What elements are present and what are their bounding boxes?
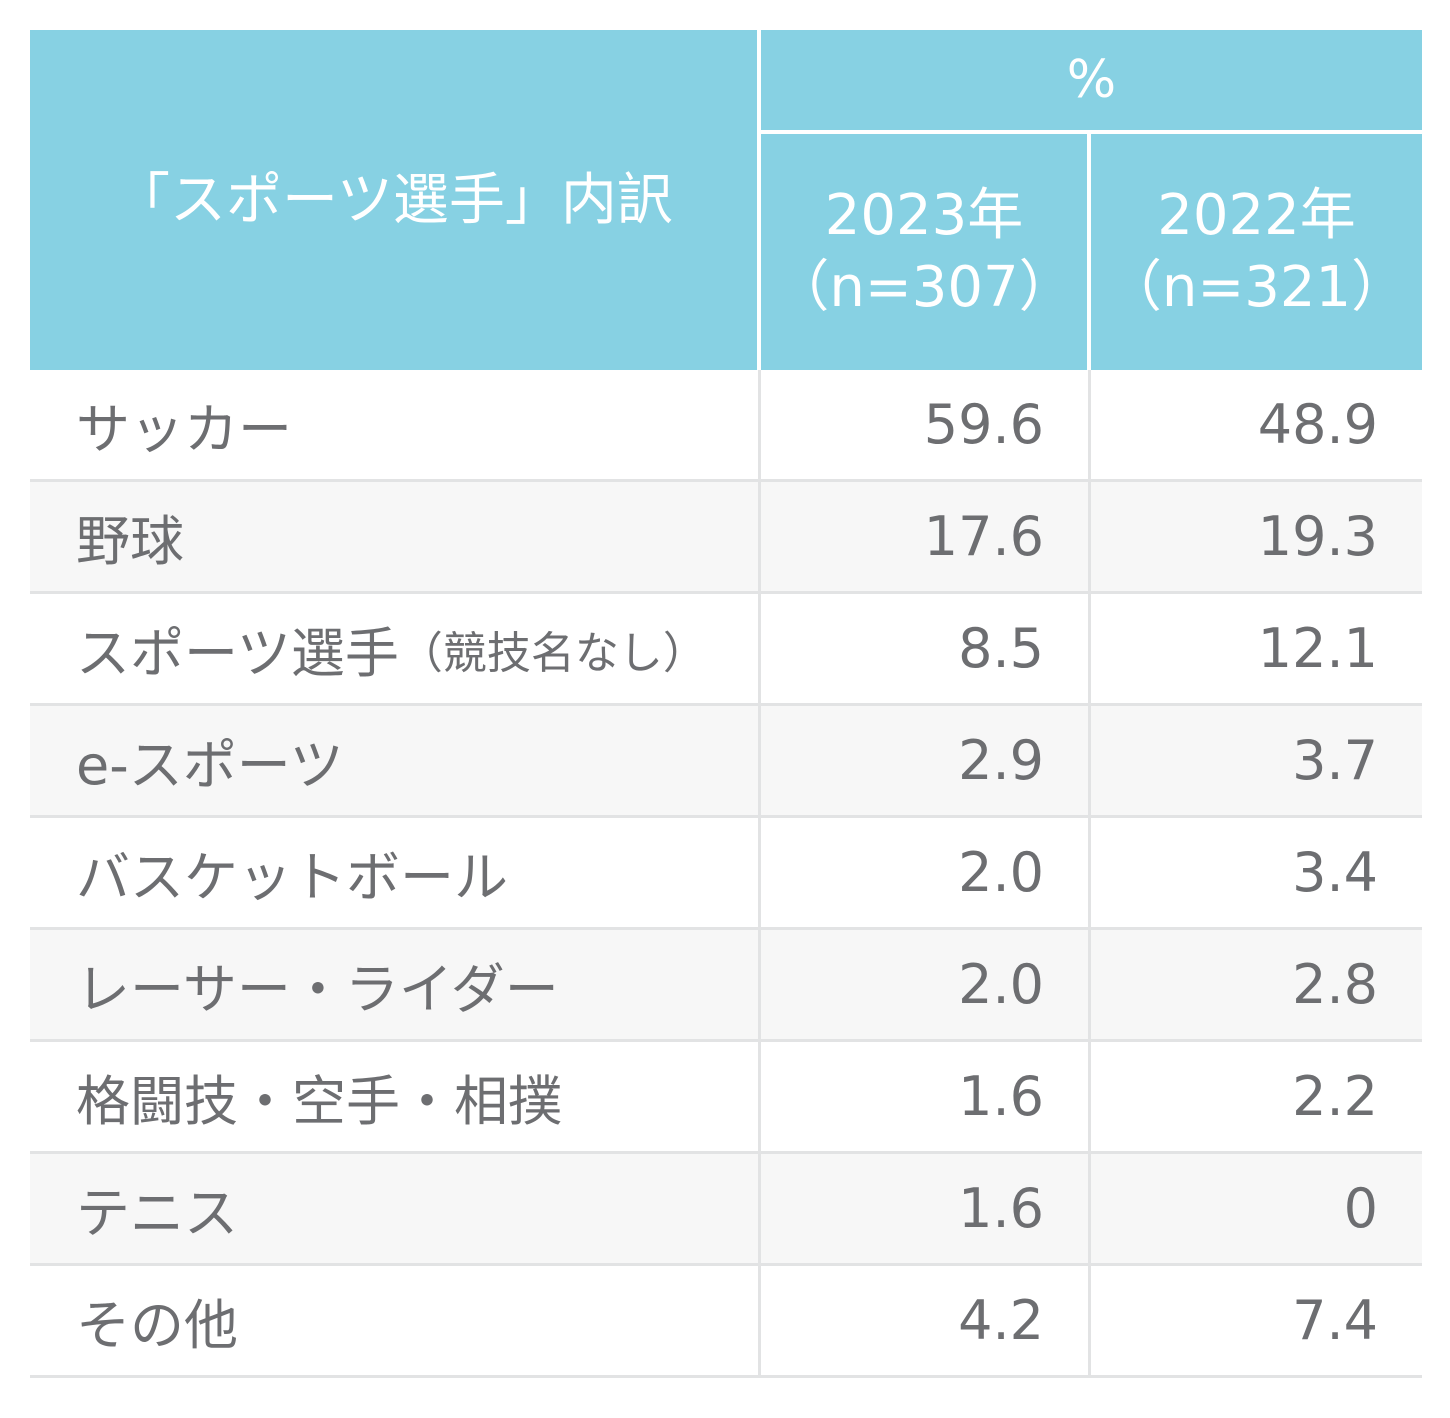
row-label: バスケットボール — [30, 818, 761, 930]
value-2023: 2.9 — [761, 706, 1091, 818]
column-n-2022: （n=321） — [1105, 255, 1408, 320]
value-2022: 19.3 — [1091, 482, 1422, 594]
row-label-text: e-スポーツ — [76, 734, 344, 797]
row-label-text: スポーツ選手 — [76, 622, 399, 685]
value-2023: 2.0 — [761, 930, 1091, 1042]
row-label-text: テニス — [76, 1182, 238, 1245]
value-2023: 1.6 — [761, 1042, 1091, 1154]
row-label-text: 格闘技・空手・相撲 — [76, 1070, 562, 1133]
value-2022: 7.4 — [1091, 1266, 1422, 1378]
column-year-2022: 2022年 — [1157, 183, 1356, 248]
row-label: 野球 — [30, 482, 761, 594]
row-label-text: レーサー・ライダー — [76, 958, 559, 1021]
value-2023: 2.0 — [761, 818, 1091, 930]
value-2023: 4.2 — [761, 1266, 1091, 1378]
row-label: レーサー・ライダー — [30, 930, 761, 1042]
column-n-2023: （n=307） — [773, 255, 1075, 320]
value-2023: 17.6 — [761, 482, 1091, 594]
row-label-text: サッカー — [76, 398, 292, 461]
value-2023: 1.6 — [761, 1154, 1091, 1266]
row-label: その他 — [30, 1266, 761, 1378]
value-2023: 8.5 — [761, 594, 1091, 706]
column-header-2022: 2022年 （n=321） — [1091, 134, 1422, 370]
row-label-text: バスケットボール — [76, 846, 508, 909]
value-2023: 59.6 — [761, 370, 1091, 482]
sports-breakdown-table: 「スポーツ選手」内訳 % 2023年 （n=307） 2022年 （n=321）… — [30, 30, 1422, 1378]
value-2022: 2.2 — [1091, 1042, 1422, 1154]
row-label-note: （競技名なし） — [398, 627, 707, 679]
table-title: 「スポーツ選手」内訳 — [30, 30, 761, 370]
value-2022: 3.4 — [1091, 818, 1422, 930]
value-2022: 48.9 — [1091, 370, 1422, 482]
row-label: スポーツ選手 （競技名なし） — [30, 594, 761, 706]
value-2022: 0 — [1091, 1154, 1422, 1266]
value-2022: 2.8 — [1091, 930, 1422, 1042]
row-label: サッカー — [30, 370, 761, 482]
row-label: テニス — [30, 1154, 761, 1266]
value-2022: 12.1 — [1091, 594, 1422, 706]
column-year-2023: 2023年 — [824, 183, 1024, 248]
row-label-text: 野球 — [76, 510, 184, 573]
row-label: 格闘技・空手・相撲 — [30, 1042, 761, 1154]
value-2022: 3.7 — [1091, 706, 1422, 818]
row-label: e-スポーツ — [30, 706, 761, 818]
column-header-2023: 2023年 （n=307） — [761, 134, 1091, 370]
row-label-text: その他 — [76, 1294, 238, 1357]
unit-header: % — [761, 30, 1422, 134]
